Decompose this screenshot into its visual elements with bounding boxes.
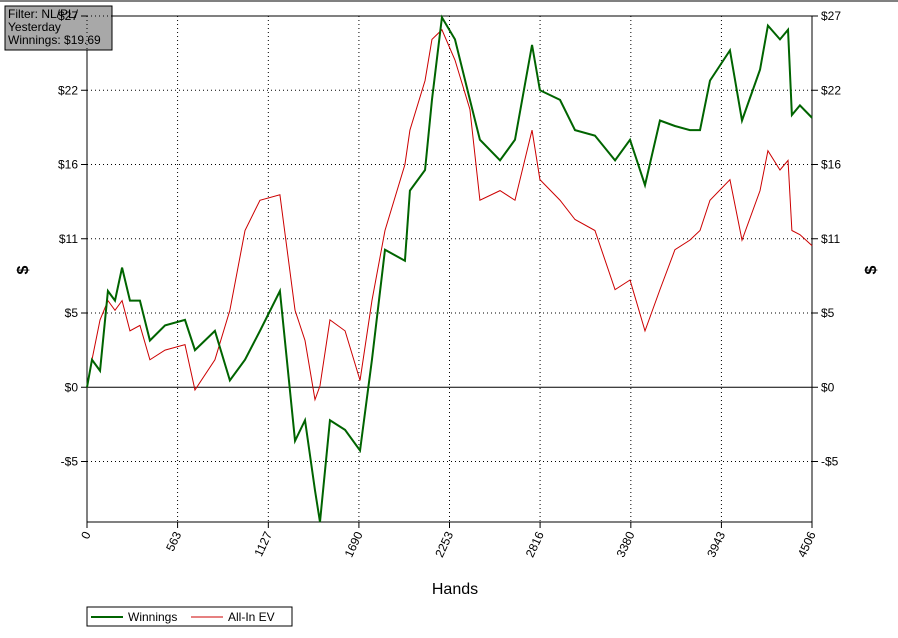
annotation: Yesterday — [8, 20, 61, 34]
y2-tick-label: -$5 — [821, 455, 839, 469]
y2-tick-label: $22 — [821, 83, 841, 97]
series-line — [86, 28, 813, 402]
legend-box — [86, 606, 293, 627]
y2-tick-label: $16 — [821, 158, 841, 172]
y-tick-label: -$5 — [61, 455, 79, 469]
legend-label: Winnings — [128, 610, 177, 624]
y2-tick-label: $5 — [821, 306, 835, 320]
x-axis-label: Hands — [432, 581, 478, 598]
y-tick-label: $11 — [59, 232, 78, 246]
series-line — [86, 14, 813, 523]
y-tick-label: $0 — [65, 380, 79, 394]
y2-tick-label: $27 — [821, 9, 841, 23]
annotation: Winnings: $19.69 — [8, 33, 101, 47]
x-tick-label: 563 — [163, 529, 184, 553]
legend-label: All-In EV — [228, 610, 275, 624]
x-tick-label: 1127 — [251, 529, 275, 559]
x-tick-label: 2816 — [523, 529, 547, 559]
x-tick-label: 2253 — [432, 529, 456, 559]
x-tick-label: 4506 — [795, 529, 819, 559]
annotation: Filter: NL/PL/ — [8, 7, 79, 21]
x-tick-label: 3380 — [614, 529, 638, 559]
y2-tick-label: $11 — [821, 232, 840, 246]
y2-axis-label: $ — [863, 265, 880, 274]
x-tick-label: 0 — [78, 529, 94, 541]
x-tick-label: 1690 — [342, 529, 366, 559]
y2-tick-label: $0 — [821, 380, 835, 394]
y-tick-label: $22 — [58, 83, 78, 97]
annotation-box — [4, 5, 113, 51]
y-axis-label: $ — [15, 265, 32, 274]
y-tick-label: $27 — [58, 9, 78, 23]
y-tick-label: $16 — [58, 158, 78, 172]
x-tick-label: 3943 — [704, 529, 728, 559]
y-tick-label: $5 — [65, 306, 79, 320]
